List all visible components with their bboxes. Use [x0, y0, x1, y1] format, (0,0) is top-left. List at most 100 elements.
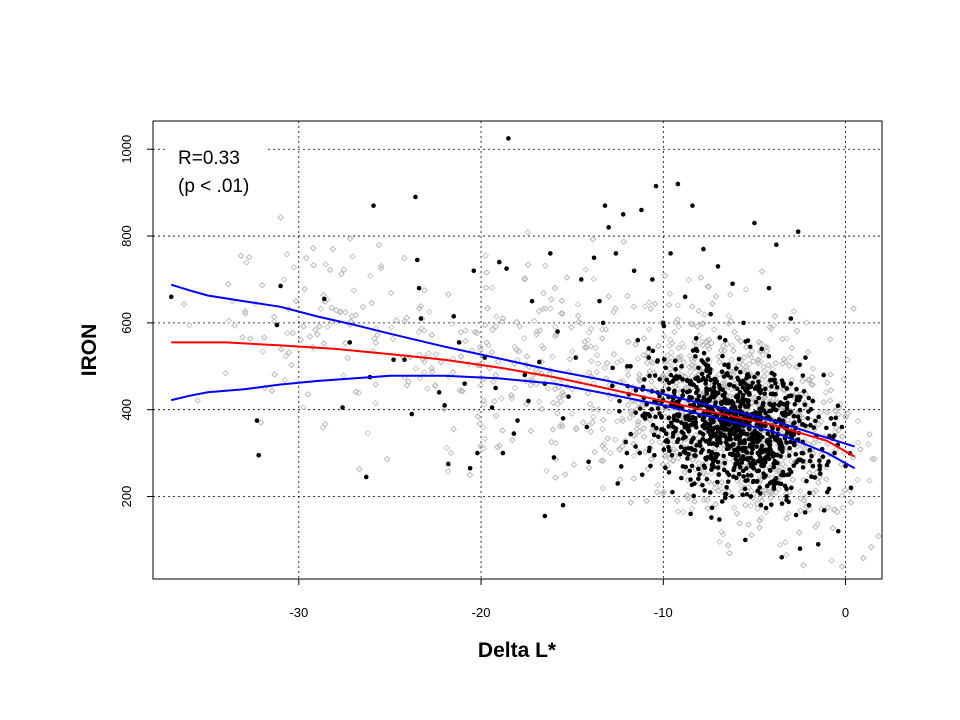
background-point — [237, 252, 245, 260]
background-point — [712, 293, 720, 300]
data-point — [701, 246, 706, 252]
background-point — [588, 358, 595, 365]
background-point — [355, 389, 363, 397]
data-point — [784, 494, 789, 499]
data-point — [726, 437, 732, 442]
background-point — [527, 427, 534, 434]
data-point — [697, 439, 703, 445]
data-point — [467, 465, 473, 471]
background-point — [569, 348, 576, 355]
background-point — [284, 330, 291, 337]
data-point — [770, 454, 776, 459]
data-point — [800, 459, 806, 464]
background-point — [575, 318, 582, 326]
background-point — [866, 431, 873, 438]
data-point — [691, 493, 697, 499]
background-point — [482, 252, 489, 259]
data-point — [736, 356, 742, 362]
background-point — [686, 434, 693, 441]
data-point — [701, 350, 707, 356]
data-point — [779, 501, 785, 506]
background-point — [592, 344, 599, 352]
background-point — [529, 377, 536, 384]
background-point — [829, 524, 836, 532]
background-point — [710, 326, 718, 333]
background-point — [344, 354, 351, 362]
background-point — [562, 471, 569, 478]
background-point — [538, 405, 546, 413]
data-point — [716, 472, 722, 477]
background-point — [700, 470, 707, 477]
background-point — [673, 497, 681, 505]
background-point — [259, 348, 266, 355]
data-point — [451, 314, 457, 319]
data-point — [600, 320, 606, 326]
background-point — [288, 361, 295, 369]
background-point — [310, 262, 317, 269]
background-point — [336, 309, 344, 316]
data-point — [762, 386, 768, 392]
data-point — [737, 432, 743, 437]
data-point — [764, 483, 770, 489]
data-point — [633, 410, 639, 415]
data-point — [778, 454, 783, 459]
background-point — [835, 427, 842, 434]
data-point — [717, 517, 722, 522]
data-point — [711, 394, 717, 400]
background-point — [786, 362, 793, 369]
background-point — [590, 413, 597, 421]
background-point — [745, 484, 752, 491]
background-point — [473, 329, 481, 337]
background-point — [349, 253, 356, 260]
background-point — [604, 435, 611, 442]
background-point — [547, 305, 554, 312]
background-point — [584, 337, 592, 344]
data-point — [573, 355, 579, 360]
data-point — [743, 537, 748, 543]
data-point — [831, 421, 837, 427]
data-point — [730, 400, 736, 406]
background-point — [186, 322, 193, 329]
background-point — [656, 438, 663, 446]
background-point — [599, 484, 606, 492]
data-point — [769, 370, 775, 376]
background-point — [531, 317, 538, 324]
data-point — [784, 406, 790, 412]
data-point — [647, 373, 652, 379]
data-point — [656, 434, 661, 440]
background-point — [568, 324, 575, 331]
data-point — [802, 402, 808, 408]
data-point — [750, 446, 755, 452]
background-point — [768, 489, 776, 497]
data-point — [760, 400, 766, 406]
data-point — [821, 372, 826, 378]
data-point — [609, 383, 615, 389]
data-point — [701, 463, 707, 469]
background-point — [810, 439, 818, 447]
annotation-background — [168, 142, 266, 200]
data-point — [771, 464, 777, 470]
data-point — [741, 474, 746, 479]
background-point — [740, 361, 747, 368]
background-point — [426, 308, 433, 316]
data-point — [733, 366, 739, 371]
background-point — [585, 464, 592, 471]
background-point — [815, 421, 822, 428]
background-point — [428, 365, 435, 372]
background-point — [812, 487, 819, 494]
background-point — [281, 376, 288, 383]
data-point — [766, 452, 771, 458]
background-point — [654, 489, 661, 496]
background-point — [476, 420, 483, 427]
background-point — [838, 433, 846, 440]
data-point — [745, 473, 751, 478]
data-point — [668, 420, 674, 426]
data-point — [788, 316, 794, 321]
background-point — [624, 292, 631, 300]
background-point — [499, 315, 507, 322]
data-point — [756, 379, 761, 385]
background-point — [332, 306, 340, 314]
background-point — [356, 465, 363, 473]
fit-curve — [170, 374, 856, 470]
background-point — [606, 408, 613, 415]
